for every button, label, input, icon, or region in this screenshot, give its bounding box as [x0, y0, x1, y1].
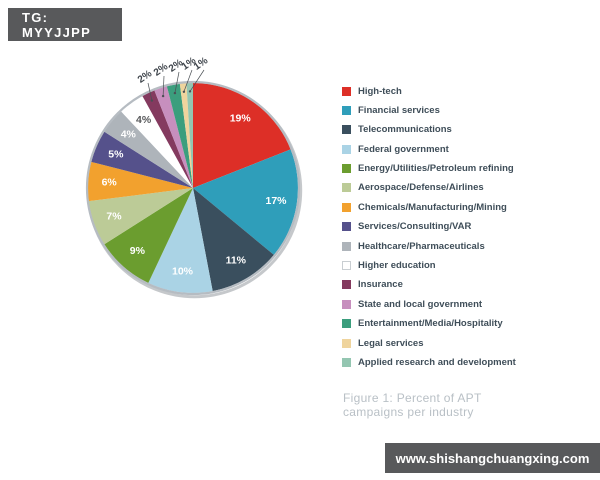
- legend-item-label: Energy/Utilities/Petroleum refining: [358, 163, 514, 175]
- tag-box: TG: MYYJJPP: [8, 8, 122, 41]
- slice-value-label: 5%: [108, 149, 124, 161]
- legend-item: Aerospace/Defense/Airlines: [342, 182, 516, 194]
- legend-item-label: Entertainment/Media/Hospitality: [358, 318, 503, 330]
- pie-slice: [142, 90, 193, 188]
- pie-slice: [104, 111, 193, 188]
- legend-swatch: [342, 299, 351, 309]
- legend-item-label: Higher education: [358, 260, 436, 272]
- legend-item-label: Financial services: [358, 104, 440, 116]
- legend-swatch: [342, 261, 351, 271]
- legend-swatch: [342, 241, 351, 251]
- slice-value-label: 2%: [152, 61, 170, 78]
- pie-slice: [193, 149, 299, 255]
- slice-value-label: 17%: [265, 195, 287, 207]
- legend-item: Entertainment/Media/Hospitality: [342, 318, 516, 330]
- pie-slice: [88, 161, 193, 202]
- slice-value-label: 4%: [136, 114, 152, 126]
- legend-item-label: Legal services: [358, 337, 424, 349]
- watermark-bar: www.shishangchuangxing.com: [385, 443, 600, 473]
- legend-item-label: State and local government: [358, 298, 483, 310]
- legend-item: Financial services: [342, 104, 516, 116]
- legend-swatch: [342, 202, 351, 212]
- pie-slice: [166, 83, 193, 188]
- pie-slice: [91, 131, 193, 188]
- legend-swatch: [342, 144, 351, 154]
- pie-slice: [88, 188, 193, 245]
- pie-slice: [154, 86, 193, 188]
- legend-item-label: Chemicals/Manufacturing/Mining: [358, 201, 507, 213]
- legend-item: Energy/Utilities/Petroleum refining: [342, 163, 516, 175]
- legend-swatch: [342, 183, 351, 193]
- pie-slice: [121, 95, 193, 188]
- legend-swatch: [342, 86, 351, 96]
- legend-item-label: Healthcare/Pharmaceuticals: [358, 240, 485, 252]
- slice-value-label: 4%: [121, 129, 137, 141]
- pie-chart: 19%17%11%10%9%7%6%5%4%4%2%2%2%1%1%: [85, 55, 303, 299]
- legend-item-label: High-tech: [358, 85, 402, 97]
- pie-slice: [193, 188, 274, 292]
- slice-value-label: 11%: [226, 254, 247, 266]
- legend-item-label: Applied research and development: [358, 356, 516, 368]
- caption-line-1: Figure 1: Percent of APT: [343, 391, 482, 405]
- legend-item: Higher education: [342, 260, 516, 272]
- legend-item: Legal services: [342, 337, 516, 349]
- slice-value-label: 9%: [130, 245, 146, 257]
- tag-label: TG: MYYJJPP: [22, 9, 92, 40]
- legend-item: Applied research and development: [342, 356, 516, 368]
- slice-value-label: 2%: [136, 68, 154, 85]
- legend-item: Chemicals/Manufacturing/Mining: [342, 201, 516, 213]
- pie-slice: [179, 83, 193, 188]
- legend-item: Services/Consulting/VAR: [342, 221, 516, 233]
- legend-item-label: Telecommunications: [358, 124, 452, 136]
- legend-swatch: [342, 357, 351, 367]
- legend: High-tech Financial services Telecommunica…: [342, 85, 516, 376]
- legend-swatch: [342, 280, 351, 290]
- watermark-url: www.shishangchuangxing.com: [395, 450, 590, 466]
- legend-item-label: Federal government: [358, 143, 449, 155]
- slice-value-label: 1%: [192, 55, 210, 72]
- legend-swatch: [342, 164, 351, 174]
- legend-item: State and local government: [342, 298, 516, 310]
- legend-item-label: Insurance: [358, 279, 403, 291]
- legend-item-label: Aerospace/Defense/Airlines: [358, 182, 484, 194]
- slice-value-label: 6%: [102, 177, 118, 189]
- legend-swatch: [342, 338, 351, 348]
- legend-swatch: [342, 105, 351, 115]
- pie-slice: [104, 188, 193, 284]
- caption-line-2: campaigns per industry: [343, 404, 474, 419]
- figure-caption: Figure 1: Percent of APT campaigns per i…: [343, 391, 482, 419]
- slice-value-label: 7%: [106, 211, 122, 223]
- legend-swatch: [342, 222, 351, 232]
- legend-swatch: [342, 125, 351, 135]
- legend-item: High-tech: [342, 85, 516, 97]
- legend-item-label: Services/Consulting/VAR: [358, 221, 472, 233]
- legend-item: Insurance: [342, 279, 516, 291]
- pie-slice: [148, 188, 213, 294]
- slice-value-label: 19%: [230, 113, 252, 125]
- pie-slice: [186, 83, 193, 188]
- legend-item: Healthcare/Pharmaceuticals: [342, 240, 516, 252]
- pie-slice: [193, 83, 291, 188]
- legend-swatch: [342, 319, 351, 329]
- legend-item: Federal government: [342, 143, 516, 155]
- legend-item: Telecommunications: [342, 124, 516, 136]
- slice-value-label: 10%: [172, 265, 194, 277]
